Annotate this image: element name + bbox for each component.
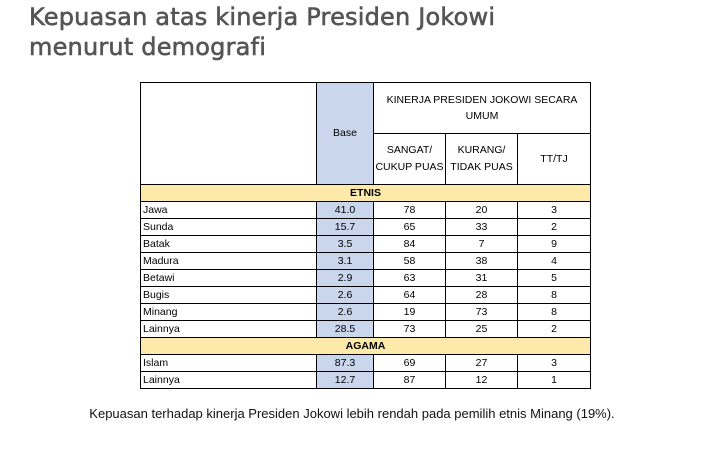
tttj-value: 5 [516, 269, 592, 287]
kurang-value: 31 [445, 269, 518, 287]
row-label: Jawa [140, 201, 317, 219]
base-header: Base [316, 82, 374, 185]
base-value: 15.7 [316, 218, 374, 236]
header-empty-cell [140, 82, 317, 185]
table-row: Bugis 2.6 64 28 8 [140, 286, 592, 304]
section-label: AGAMA [139, 337, 592, 355]
puas-value: 19 [373, 303, 446, 321]
kurang-value: 7 [445, 235, 518, 253]
header-row-1: Base KINERJA PRESIDEN JOKOWI SECARA UMUM [140, 82, 592, 185]
row-label: Lainnya [140, 320, 317, 338]
table-row: Lainnya 12.7 87 12 1 [140, 371, 592, 389]
tttj-value: 2 [516, 320, 592, 338]
puas-value: 64 [373, 286, 446, 304]
caption: Kepuasan terhadap kinerja Presiden Jokow… [89, 406, 615, 421]
base-value: 2.6 [316, 286, 374, 304]
col-header-kurang: KURANG/TIDAK PUAS [445, 133, 518, 185]
header-row-2: SANGAT/CUKUP PUAS KURANG/TIDAK PUAS TT/T… [141, 133, 592, 185]
row-label: Madura [140, 252, 317, 270]
base-value: 87.3 [316, 354, 374, 372]
base-value: 28.5 [316, 320, 374, 338]
table-row: Islam 87.3 69 27 3 [140, 354, 592, 372]
base-value: 3.5 [316, 235, 374, 253]
base-value: 41.0 [316, 201, 374, 219]
base-value: 12.7 [316, 371, 374, 389]
table-row: Sunda 15.7 65 33 2 [140, 218, 592, 236]
page-title: Kepuasan atas kinerja Presiden Jokowi me… [29, 2, 496, 62]
puas-value: 84 [373, 235, 446, 253]
row-label: Sunda [140, 218, 317, 236]
tttj-value: 2 [516, 218, 592, 236]
base-value: 2.6 [316, 303, 374, 321]
tttj-value: 8 [516, 303, 592, 321]
kurang-value: 38 [445, 252, 518, 270]
row-label: Minang [140, 303, 317, 321]
row-label: Betawi [140, 269, 317, 287]
row-label: Lainnya [140, 371, 317, 389]
tttj-value: 9 [516, 235, 592, 253]
puas-value: 65 [373, 218, 446, 236]
puas-value: 58 [373, 252, 446, 270]
table-row: Jawa 41.0 78 20 3 [140, 201, 592, 219]
puas-value: 69 [373, 354, 446, 372]
tttj-value: 3 [516, 201, 592, 219]
puas-value: 63 [373, 269, 446, 287]
kurang-value: 28 [445, 286, 518, 304]
base-value: 2.9 [316, 269, 374, 287]
kurang-value: 73 [445, 303, 518, 321]
row-label: Batak [140, 235, 317, 253]
kurang-value: 25 [445, 320, 518, 338]
tttj-value: 4 [516, 252, 592, 270]
table-row: Betawi 2.9 63 31 5 [140, 269, 592, 287]
title-line-2: menurut demografi [29, 33, 267, 62]
section-row: AGAMA [139, 337, 592, 355]
section-label: ETNIS [139, 184, 592, 202]
row-label: Bugis [140, 286, 317, 304]
kurang-value: 33 [445, 218, 518, 236]
table-row: Minang 2.6 19 73 8 [140, 303, 592, 321]
tttj-value: 1 [516, 371, 592, 389]
title-line-1: Kepuasan atas kinerja Presiden Jokowi [29, 3, 496, 32]
puas-value: 87 [373, 371, 446, 389]
base-value: 3.1 [316, 252, 374, 270]
puas-value: 78 [373, 201, 446, 219]
kurang-value: 20 [445, 201, 518, 219]
col-header-puas: SANGAT/CUKUP PUAS [373, 133, 446, 185]
table-row: Madura 3.1 58 38 4 [140, 252, 592, 270]
col-header-tttj: TT/TJ [516, 133, 592, 185]
kurang-value: 27 [445, 354, 518, 372]
puas-value: 73 [373, 320, 446, 338]
kurang-value: 12 [445, 371, 518, 389]
table-row: Batak 3.5 84 7 9 [140, 235, 592, 253]
table-row: Lainnya 28.5 73 25 2 [140, 320, 592, 338]
row-label: Islam [140, 354, 317, 372]
section-row: ETNIS [139, 184, 592, 202]
demographic-table: Base KINERJA PRESIDEN JOKOWI SECARA UMUM… [139, 82, 592, 389]
group-header: KINERJA PRESIDEN JOKOWI SECARA UMUM [372, 82, 592, 134]
tttj-value: 3 [516, 354, 592, 372]
tttj-value: 8 [516, 286, 592, 304]
